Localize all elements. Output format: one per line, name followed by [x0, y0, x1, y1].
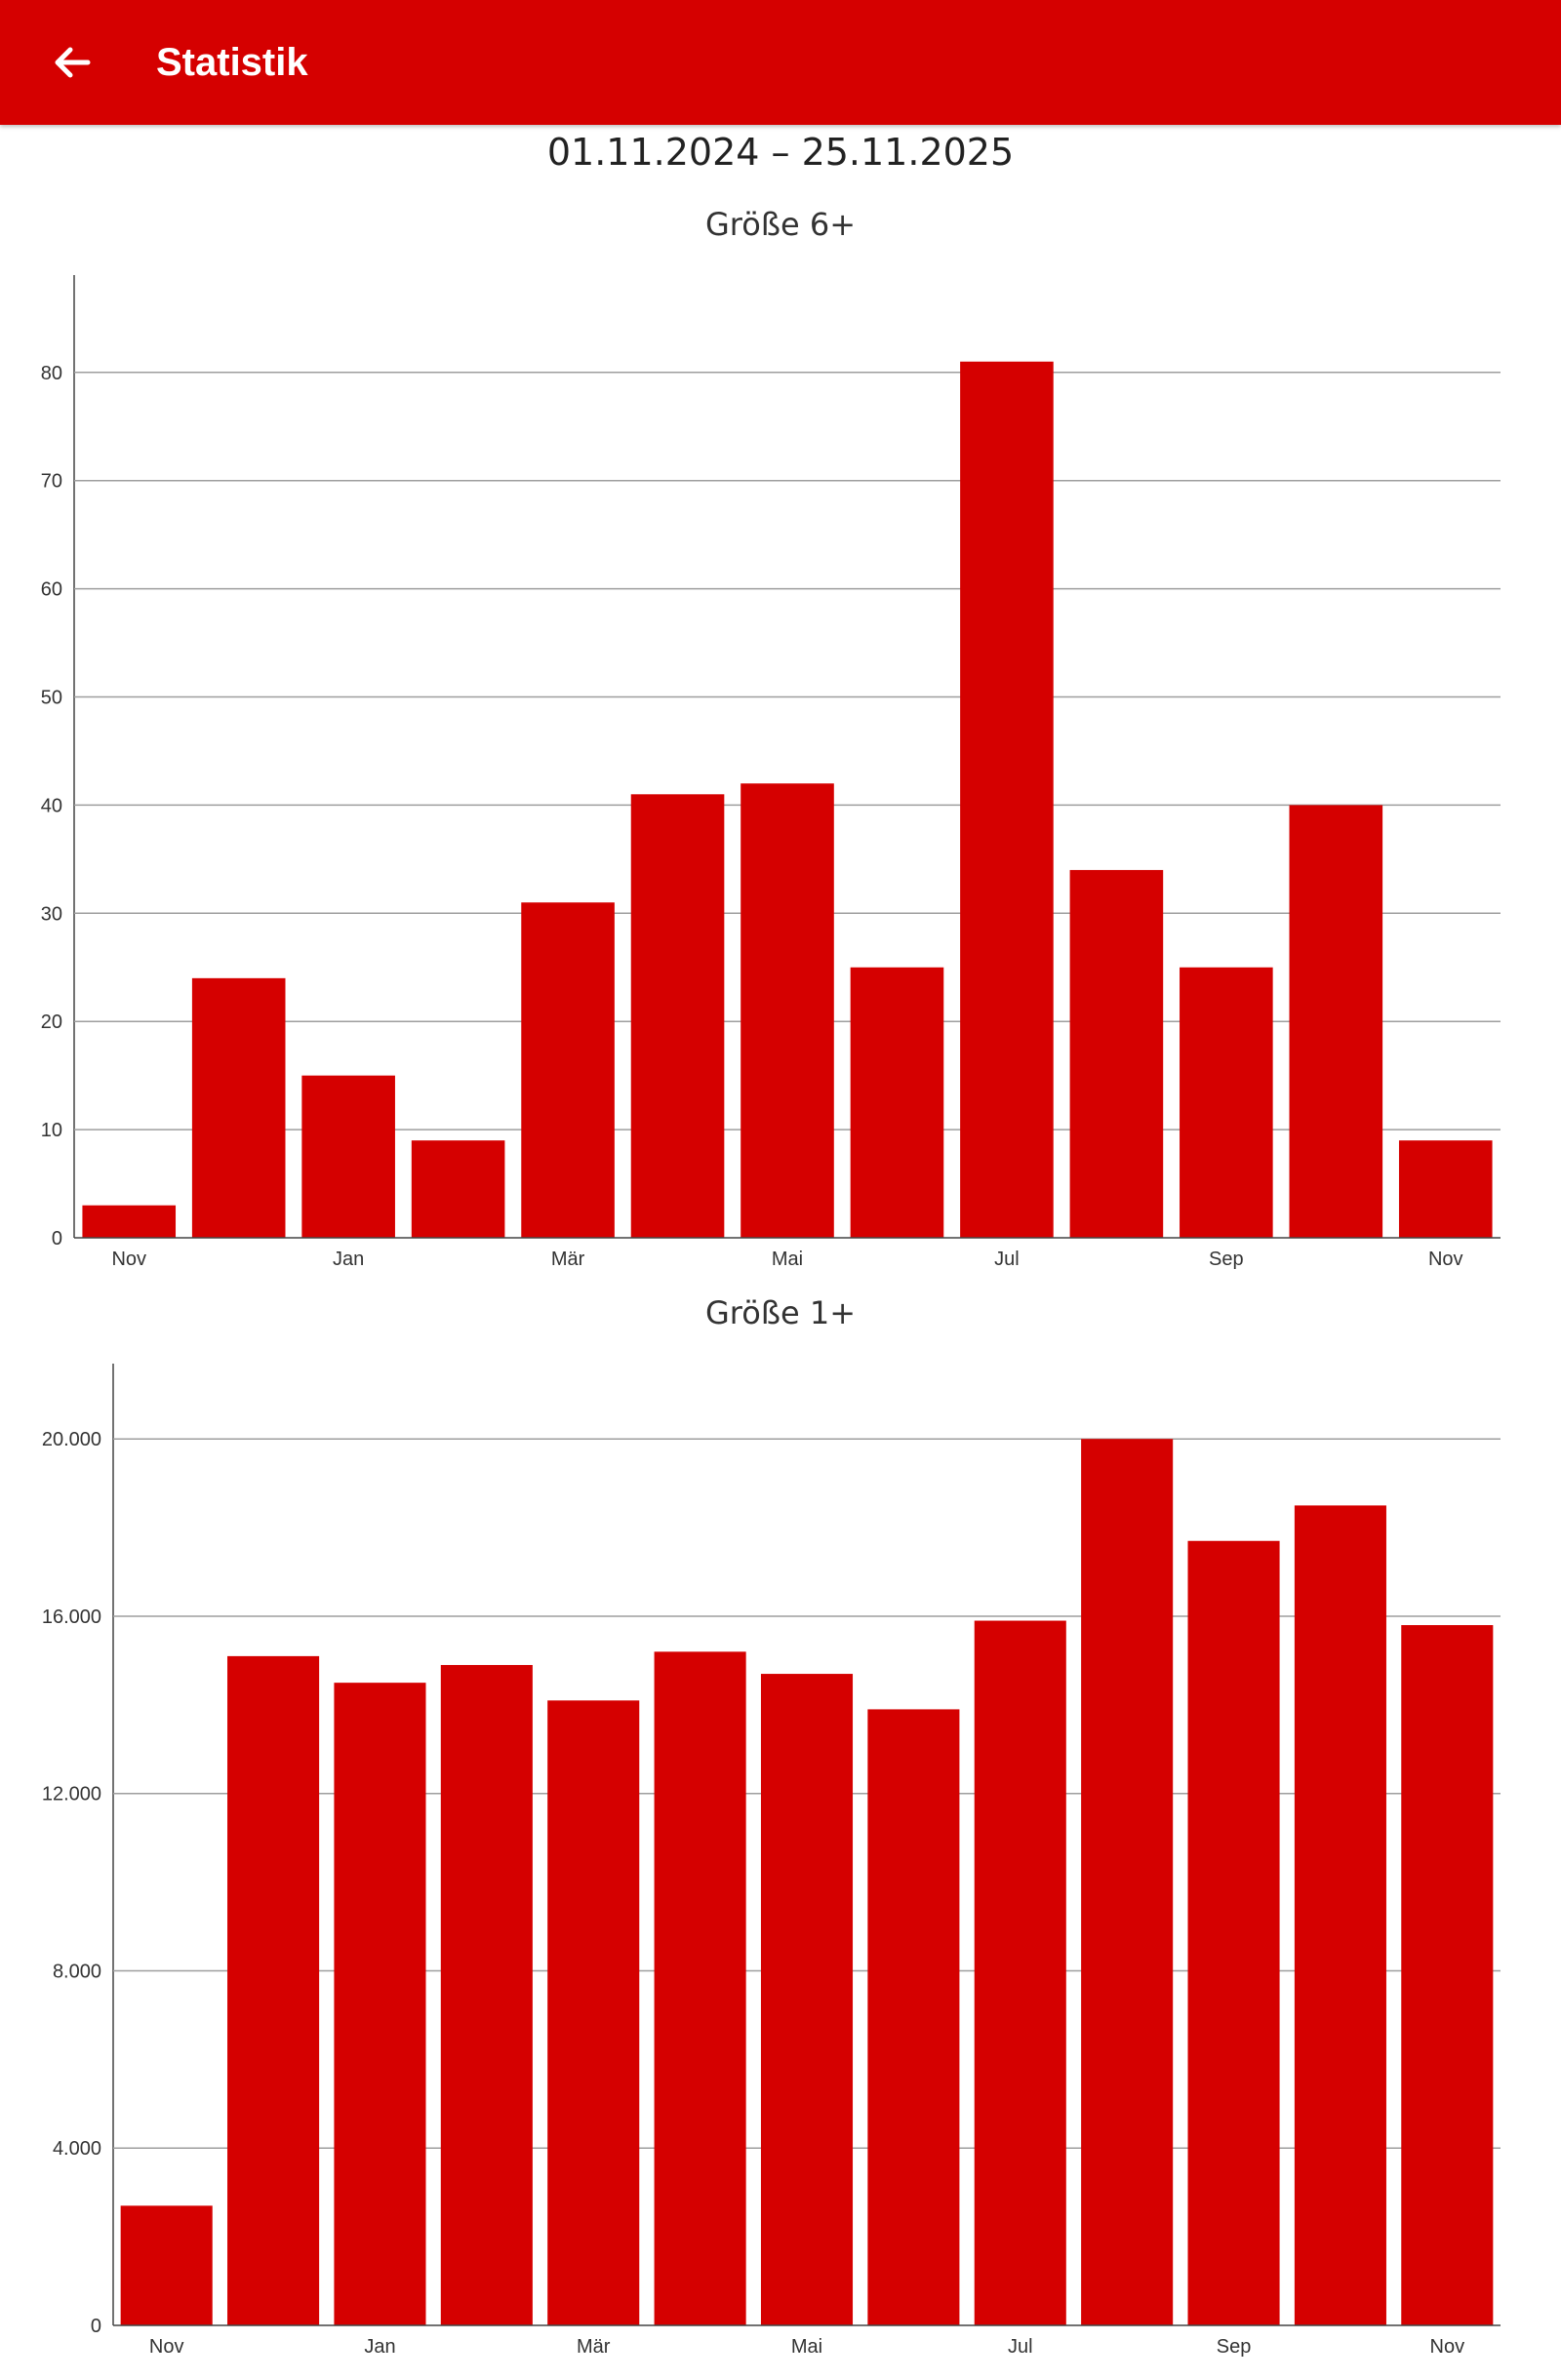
bar-jul	[974, 1620, 1066, 2325]
bar-okt	[1294, 1505, 1386, 2325]
bar-sep	[1180, 967, 1273, 1238]
bar-mär	[547, 1700, 640, 2325]
x-tick-label: Jul	[1008, 2336, 1033, 2358]
bar-chart-size-1-plus: 0 4.000 8.000 12.000 16.000 20.000 Nov Jan Mär Ma…	[42, 1364, 1501, 2358]
bar-mai	[760, 1674, 854, 2325]
bar-jun	[850, 967, 944, 1238]
bar-apr	[654, 1651, 746, 2325]
bar-jan	[334, 1683, 426, 2325]
x-tick-label: Jan	[333, 1249, 364, 1270]
chart-title: Größe 1+	[704, 1294, 856, 1331]
bar-chart-size-6-plus: 0 10 20 30 40 50 60 70 80 Nov Jan Mär Mai Jul Sep Nov	[41, 275, 1501, 1270]
x-tick-label: Nov	[149, 2336, 184, 2358]
bar-mai	[740, 783, 834, 1238]
bar-nov	[82, 1205, 177, 1238]
bar-dez	[227, 1655, 320, 2325]
chart-title: Größe 6+	[704, 206, 856, 243]
bar-sep	[1187, 1540, 1280, 2325]
y-tick-label: 4.000	[53, 2138, 101, 2160]
x-tick-label: Nov	[1428, 1249, 1463, 1270]
y-tick-label: 70	[41, 471, 62, 493]
bar-aug	[1081, 1439, 1174, 2325]
x-tick-label: Mär	[551, 1249, 585, 1270]
x-tick-label: Nov	[1430, 2336, 1465, 2358]
y-tick-label: 20.000	[42, 1429, 101, 1450]
bar-apr	[630, 794, 725, 1238]
y-tick-label: 10	[41, 1120, 62, 1141]
x-tick-label: Sep	[1217, 2336, 1252, 2358]
date-range: 01.11.2024 – 25.11.2025	[546, 131, 1015, 174]
bar-okt	[1289, 805, 1383, 1238]
x-tick-label: Mai	[791, 2336, 822, 2358]
y-tick-label: 20	[41, 1012, 62, 1033]
y-tick-label: 8.000	[53, 1961, 101, 1982]
bar-feb	[411, 1140, 505, 1238]
x-tick-label: Jan	[364, 2336, 395, 2358]
bar-jul	[960, 361, 1054, 1238]
y-tick-label: 80	[41, 363, 62, 384]
y-tick-label: 60	[41, 579, 62, 601]
y-tick-label: 0	[52, 1228, 62, 1250]
page-title: Statistik	[156, 41, 308, 84]
back-button[interactable]	[43, 33, 101, 92]
y-tick-label: 40	[41, 795, 62, 816]
x-tick-label: Mai	[772, 1249, 803, 1270]
arrow-left-icon	[55, 47, 91, 78]
bar-mär	[521, 902, 615, 1238]
y-tick-label: 16.000	[42, 1606, 101, 1628]
x-tick-label: Jul	[994, 1249, 1020, 1270]
bar-dez	[191, 977, 286, 1238]
bar-nov	[1398, 1140, 1493, 1238]
bar-nov	[1401, 1625, 1494, 2325]
y-tick-label: 50	[41, 688, 62, 709]
y-tick-label: 0	[91, 2316, 101, 2337]
app-bar: Statistik	[0, 0, 1561, 125]
x-tick-label: Sep	[1209, 1249, 1244, 1270]
x-tick-label: Mär	[577, 2336, 611, 2358]
bar-nov	[120, 2205, 213, 2325]
y-tick-label: 12.000	[42, 1784, 101, 1805]
bar-jan	[301, 1075, 395, 1238]
bar-aug	[1069, 869, 1164, 1238]
x-tick-label: Nov	[111, 1249, 146, 1270]
bar-jun	[867, 1709, 960, 2325]
y-tick-label: 30	[41, 903, 62, 925]
bar-feb	[440, 1664, 533, 2325]
